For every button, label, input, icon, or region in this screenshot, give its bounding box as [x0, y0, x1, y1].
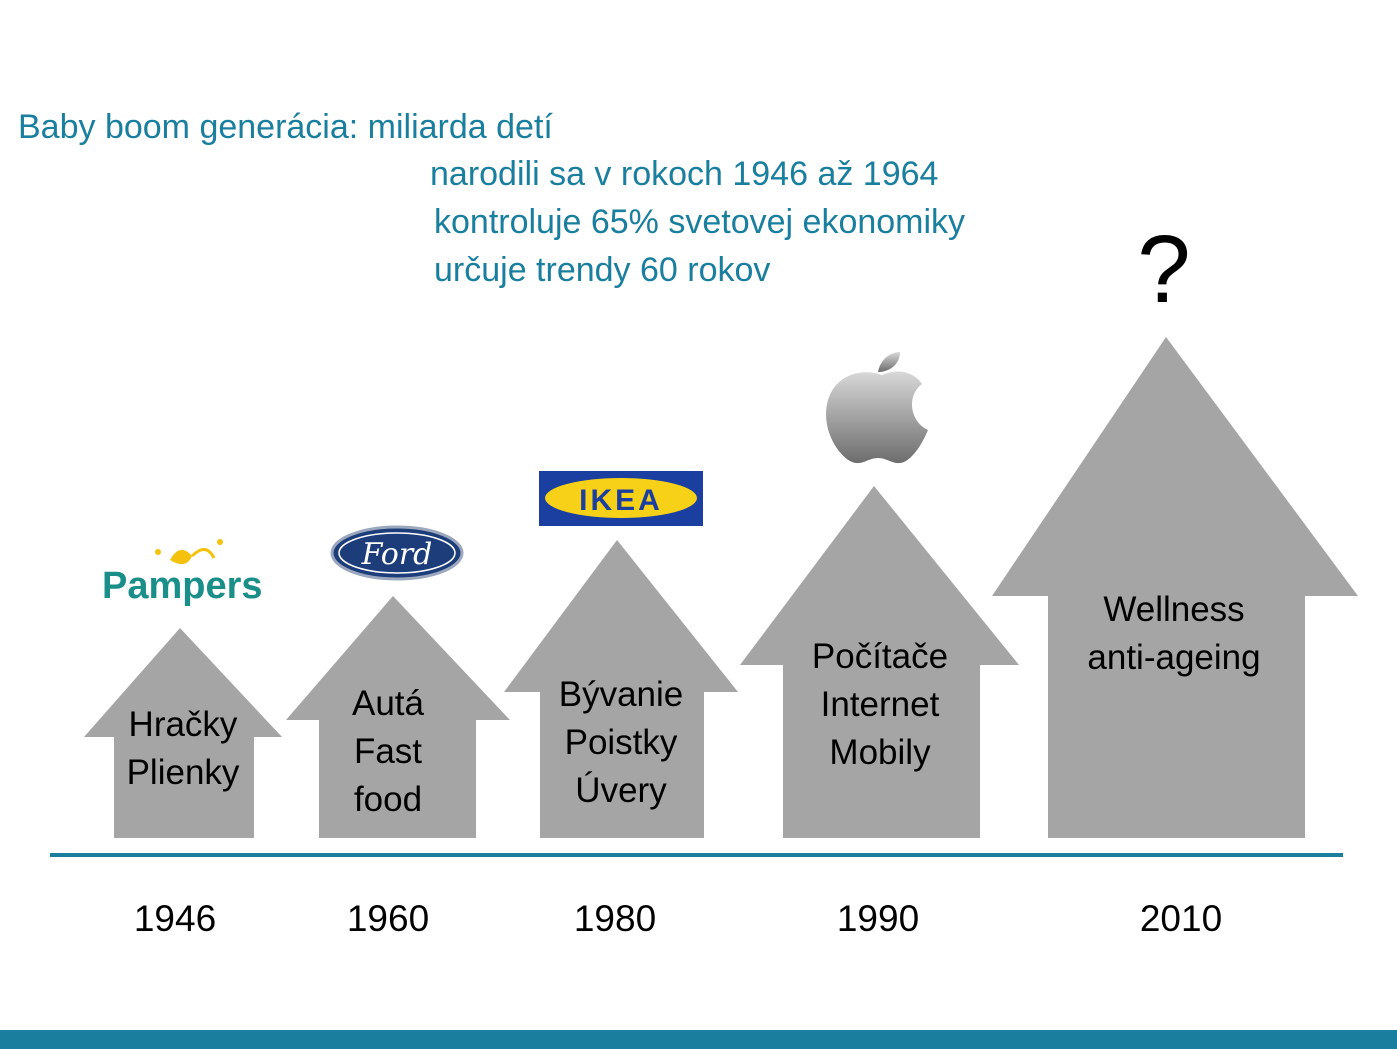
ikea-logo: IKEA: [539, 471, 703, 526]
year-1980: 1980: [573, 898, 657, 939]
timeline-axis: [50, 853, 1343, 857]
house-2010: [992, 337, 1358, 838]
heading-line-3: kontroluje 65% svetovej ekonomiky: [434, 203, 966, 241]
ford-logo-text: Ford: [361, 537, 433, 572]
pampers-logo: Pampers: [102, 539, 263, 607]
heading-line-4: určuje trendy 60 rokov: [434, 251, 771, 289]
year-2010: 2010: [1139, 898, 1223, 939]
house-1980: [504, 540, 738, 838]
footer-bar: [0, 1030, 1397, 1049]
house-label-1946: Hračky Plienky: [126, 705, 240, 792]
ford-logo: Ford: [330, 525, 464, 581]
ikea-logo-text: IKEA: [579, 484, 663, 517]
year-1990: 1990: [836, 898, 920, 939]
pampers-logo-text: Pampers: [102, 565, 263, 607]
house-1990: [740, 486, 1019, 838]
apple-logo: [826, 352, 928, 464]
heading-line-2: narodili sa v rokoch 1946 až 1964: [430, 155, 939, 193]
house-label-1990: Počítače Internet Mobily: [811, 637, 949, 772]
heading-line-1: Baby boom generácia: miliarda detí: [18, 108, 553, 146]
house-label-1960: Autá Fast food: [352, 684, 424, 819]
house-label-2010: Wellness anti-ageing: [1087, 590, 1261, 677]
year-1946: 1946: [133, 898, 217, 939]
house-1946: [84, 628, 282, 838]
house-label-1980: Bývanie Poistky Úvery: [558, 675, 684, 810]
year-1960: 1960: [346, 898, 430, 939]
house-1960: [286, 596, 510, 838]
question-mark: ?: [1137, 216, 1191, 323]
